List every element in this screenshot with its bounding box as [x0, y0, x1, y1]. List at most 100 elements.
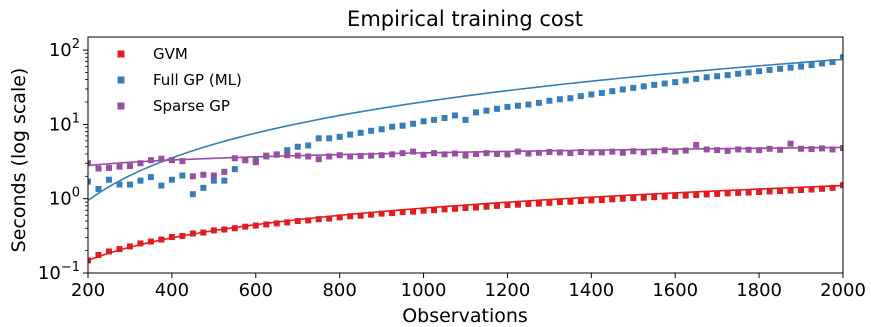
sparse-gp-point: [441, 151, 448, 158]
gvm-point: [263, 221, 270, 228]
full-gp-ml-point: [714, 73, 721, 80]
plot-frame: [87, 36, 844, 274]
gvm-point: [525, 200, 532, 207]
sparse-gp-point: [389, 151, 396, 158]
sparse-gp-point: [399, 150, 406, 157]
x-tick-label: 1400: [568, 280, 614, 301]
x-tick-label: 1800: [736, 280, 782, 301]
sparse-gp-point: [609, 148, 616, 155]
full-gp-ml-point: [472, 109, 479, 116]
gvm-point: [472, 204, 479, 211]
gvm-point: [577, 198, 584, 205]
full-gp-ml-point: [126, 181, 133, 188]
sparse-gp-point: [703, 146, 710, 153]
sparse-gp-point: [630, 148, 637, 155]
gvm-point: [284, 219, 291, 226]
gvm-point: [693, 192, 700, 199]
sparse-gp-point: [431, 150, 438, 157]
x-tick-label: 1200: [485, 280, 531, 301]
sparse-gp-point: [546, 149, 553, 156]
gvm-point: [745, 189, 752, 196]
gvm-point: [105, 248, 112, 255]
gvm-point: [819, 185, 826, 192]
sparse-gp-point: [693, 141, 700, 148]
full-gp-ml-point: [137, 177, 144, 184]
sparse-gp-point: [158, 155, 165, 162]
sparse-gp-point: [326, 153, 333, 160]
sparse-gp-point: [263, 152, 270, 159]
gvm-point: [315, 216, 322, 223]
sparse-gp-point: [619, 149, 626, 156]
gvm-point: [399, 209, 406, 216]
full-gp-ml-point: [693, 75, 700, 82]
gvm-point: [368, 211, 375, 218]
full-gp-ml-point: [221, 177, 228, 184]
gvm-point: [504, 202, 511, 209]
sparse-gp-point: [714, 147, 721, 154]
gvm-point: [535, 200, 542, 207]
sparse-gp-point: [347, 153, 354, 160]
gvm-point: [840, 182, 843, 189]
full-gp-ml-point: [766, 66, 773, 73]
gvm-point: [714, 190, 721, 197]
gvm-point: [735, 189, 742, 196]
full-gp-ml-point: [441, 114, 448, 121]
full-gp-ml-point: [336, 133, 343, 140]
gvm-point: [389, 210, 396, 217]
full-gp-ml-point: [116, 181, 123, 188]
sparse-gp-point: [200, 171, 207, 178]
sparse-gp-point: [829, 146, 836, 153]
sparse-gp-point: [105, 164, 112, 171]
sparse-gp-point: [315, 156, 322, 163]
gvm-point: [137, 240, 144, 247]
full-gp-ml-point: [231, 166, 238, 173]
full-gp-ml-legend-marker: [117, 76, 125, 84]
sparse-gp-point: [735, 146, 742, 153]
full-gp-ml-point: [315, 135, 322, 142]
full-gp-ml-point: [619, 86, 626, 93]
full-gp-ml-point: [357, 129, 364, 136]
full-gp-ml-point: [682, 77, 689, 84]
sparse-gp-point: [598, 149, 605, 156]
sparse-gp-point: [88, 160, 91, 167]
gvm-point: [179, 232, 186, 239]
gvm-point: [546, 199, 553, 206]
sparse-gp-point: [577, 149, 584, 156]
full-gp-ml-legend-label: Full GP (ML): [153, 71, 242, 89]
full-gp-ml-point: [630, 84, 637, 91]
sparse-gp-point: [168, 157, 175, 164]
full-gp-ml-point: [514, 102, 521, 109]
y-axis-label: Seconds (log scale): [8, 68, 30, 253]
sparse-gp-point: [640, 149, 647, 156]
full-gp-ml-point: [483, 107, 490, 114]
full-gp-ml-point: [808, 61, 815, 68]
gvm-point: [703, 191, 710, 198]
gvm-point: [231, 225, 238, 232]
full-gp-ml-point: [189, 191, 196, 198]
gvm-point: [724, 190, 731, 197]
sparse-gp-point: [462, 152, 469, 159]
sparse-gp-point: [504, 151, 511, 158]
sparse-gp-point: [189, 173, 196, 180]
full-gp-ml-point: [158, 182, 165, 189]
gvm-series: [88, 182, 843, 264]
full-gp-ml-point: [525, 101, 532, 108]
x-tick-label: 1600: [652, 280, 698, 301]
gvm-point: [305, 217, 312, 224]
gvm-point: [116, 246, 123, 253]
full-gp-ml-point: [535, 99, 542, 106]
sparse-gp-point: [525, 150, 532, 157]
full-gp-ml-point: [210, 177, 217, 184]
full-gp-ml-point: [420, 118, 427, 125]
gvm-point: [158, 236, 165, 243]
gvm-point: [798, 186, 805, 193]
gvm-point: [787, 187, 794, 194]
sparse-gp-point: [357, 153, 364, 160]
gvm-point: [347, 213, 354, 220]
sparse-gp-point: [472, 150, 479, 157]
full-gp-ml-point: [609, 88, 616, 95]
gvm-point: [168, 234, 175, 241]
sparse-gp-point: [231, 155, 238, 162]
sparse-gp-point: [179, 158, 186, 165]
full-gp-ml-point: [840, 54, 843, 61]
